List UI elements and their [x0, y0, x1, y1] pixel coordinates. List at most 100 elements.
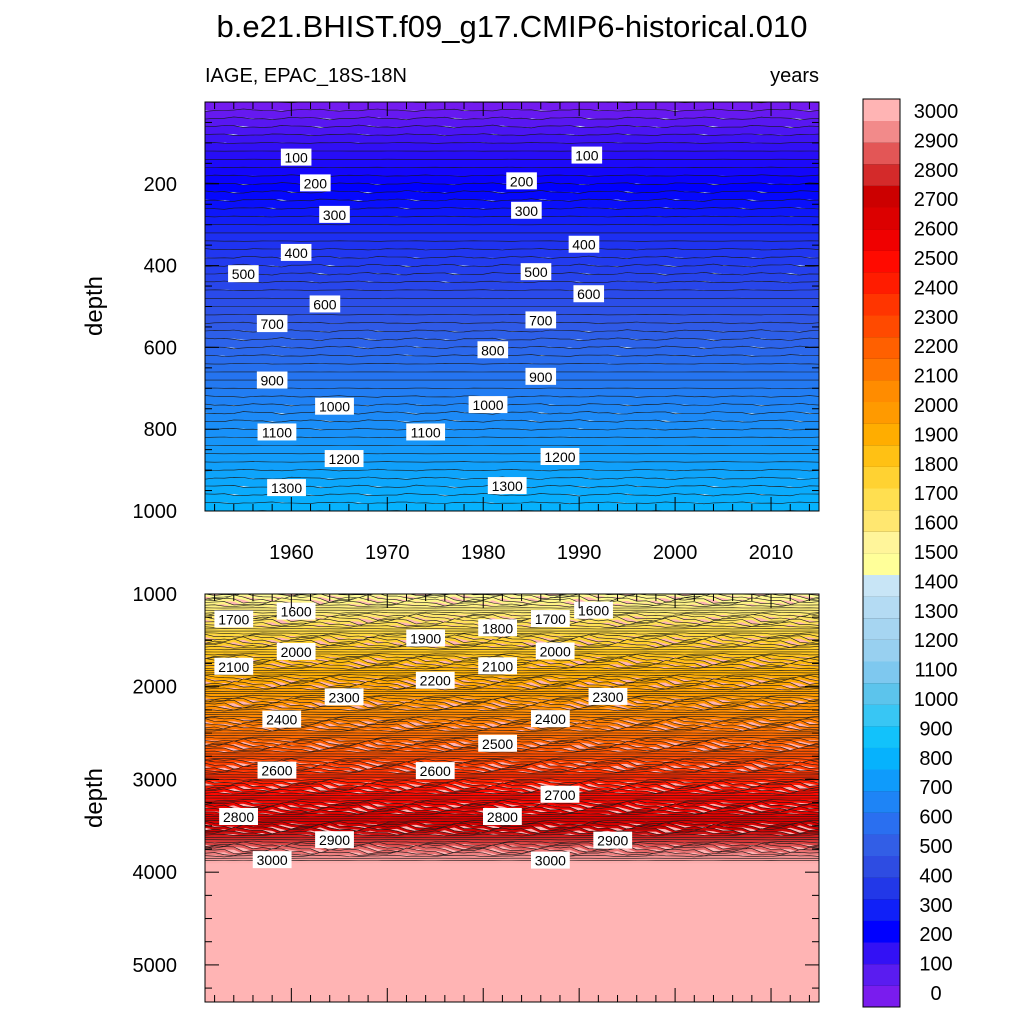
contour-label: 300: [511, 201, 542, 219]
contour-label-box: [511, 201, 542, 219]
contour-line: [205, 337, 819, 342]
contour-label-box: [568, 235, 600, 253]
contour-label-text: 2100: [218, 659, 249, 675]
contour-line: [205, 750, 819, 754]
contour-line: [205, 715, 819, 719]
colorbar-label: 2500: [914, 248, 959, 270]
contour-line: [205, 584, 819, 585]
contour-label-box: [530, 610, 570, 628]
contour-label-box: [588, 687, 628, 705]
contour-label-text: 700: [260, 316, 284, 332]
contour-label: 1700: [530, 610, 570, 628]
colorbar-swatch: [863, 444, 900, 467]
contour-label-text: 1800: [482, 620, 513, 636]
contour-label-text: 1100: [262, 424, 292, 440]
colorbar-swatch: [863, 336, 900, 359]
contour-label: 2000: [535, 642, 575, 660]
colorbar-swatch: [863, 142, 900, 165]
colorbar-label: 2600: [914, 219, 959, 241]
contour-label-box: [406, 629, 446, 647]
contour-label: 3000: [530, 851, 570, 869]
contour-line: [205, 844, 819, 854]
contour-label: 1100: [406, 423, 446, 441]
colorbar-label: 300: [919, 895, 952, 917]
plot-frame-lower: [204, 593, 820, 1003]
contour-label: 1300: [267, 479, 306, 497]
contour-label-box: [530, 710, 570, 728]
contour-label-box: [214, 657, 254, 675]
contour-label: 400: [280, 243, 312, 261]
contour-label-box: [228, 265, 259, 283]
colorbar-swatch: [863, 228, 900, 251]
contour-line: [205, 329, 819, 333]
chart-title: b.e21.BHIST.f09_g17.CMIP6-historical.010: [216, 9, 807, 44]
contour-label: 2300: [324, 688, 364, 706]
colorbar-swatch: [863, 725, 900, 748]
contour-label-box: [593, 831, 633, 849]
contour-label-text: 2900: [597, 833, 628, 849]
colorbar-swatch: [863, 466, 900, 489]
y-axis-label-upper: depth: [81, 276, 108, 336]
contour-label-text: 2300: [592, 689, 623, 705]
contour-line: [205, 698, 819, 708]
colorbar-label: 200: [919, 924, 952, 946]
colorbar-label: 2100: [914, 366, 959, 388]
contour-line: [205, 468, 819, 472]
contour-line: [205, 387, 819, 389]
contour-label-text: 2900: [319, 832, 350, 848]
contour-line: [205, 842, 819, 851]
x-tick-label: 2010: [749, 542, 794, 564]
contour-line: [205, 354, 819, 357]
contour-line: [205, 830, 819, 836]
contour-line: [205, 190, 819, 194]
colorbar-label: 2800: [914, 160, 959, 182]
contour-label: 100: [571, 146, 603, 164]
contour-label: 400: [568, 235, 600, 253]
contour-label: 1900: [406, 629, 446, 647]
colorbar-swatch: [863, 250, 900, 273]
colorbar-label: 2300: [914, 307, 959, 329]
x-tick-label: 1990: [557, 542, 602, 564]
contour-line: [205, 280, 819, 284]
colorbar-swatch: [863, 380, 900, 403]
contour-label-text: 2200: [420, 673, 451, 689]
contour-band: [205, 224, 819, 234]
colorbar-label: 2700: [914, 189, 959, 211]
contour-line: [205, 240, 819, 242]
contour-label: 2300: [588, 687, 628, 705]
contour-label-text: 400: [572, 237, 596, 253]
colorbar-label: 0: [930, 983, 941, 1005]
colorbar-swatch: [863, 271, 900, 294]
colorbar-swatch: [863, 942, 900, 965]
contour-line: [205, 840, 819, 844]
colorbar-label: 1900: [914, 424, 959, 446]
colorbar-swatch: [863, 531, 900, 554]
contour-band: [205, 567, 819, 578]
contour-line: [205, 854, 819, 858]
contour-label-box: [214, 610, 254, 628]
contour-label: 700: [256, 315, 288, 333]
colorbar-swatch: [863, 682, 900, 705]
contour-band: [205, 314, 819, 324]
contour-label: 1100: [257, 423, 297, 441]
contour-line: [205, 800, 819, 806]
contour-label-text: 1600: [281, 604, 312, 620]
contour-label: 2000: [276, 642, 316, 660]
x-tick-label: 1960: [269, 542, 314, 564]
colorbar-swatch: [863, 834, 900, 857]
colorbar-swatch: [863, 185, 900, 208]
contour-label-box: [506, 172, 537, 190]
contour-label: 100: [280, 148, 312, 166]
contour-line: [205, 501, 819, 505]
contour-label-box: [324, 450, 364, 468]
colorbar-frame: [862, 98, 901, 1008]
contour-label-text: 2400: [266, 712, 297, 728]
x-tick-label: 1980: [461, 542, 506, 564]
contour-line: [205, 851, 819, 857]
colorbar-swatch: [863, 639, 900, 662]
contour-line: [205, 594, 819, 603]
contour-label-box: [415, 762, 455, 780]
contour-label: 2600: [415, 762, 455, 780]
contour-label-text: 2000: [281, 644, 312, 660]
